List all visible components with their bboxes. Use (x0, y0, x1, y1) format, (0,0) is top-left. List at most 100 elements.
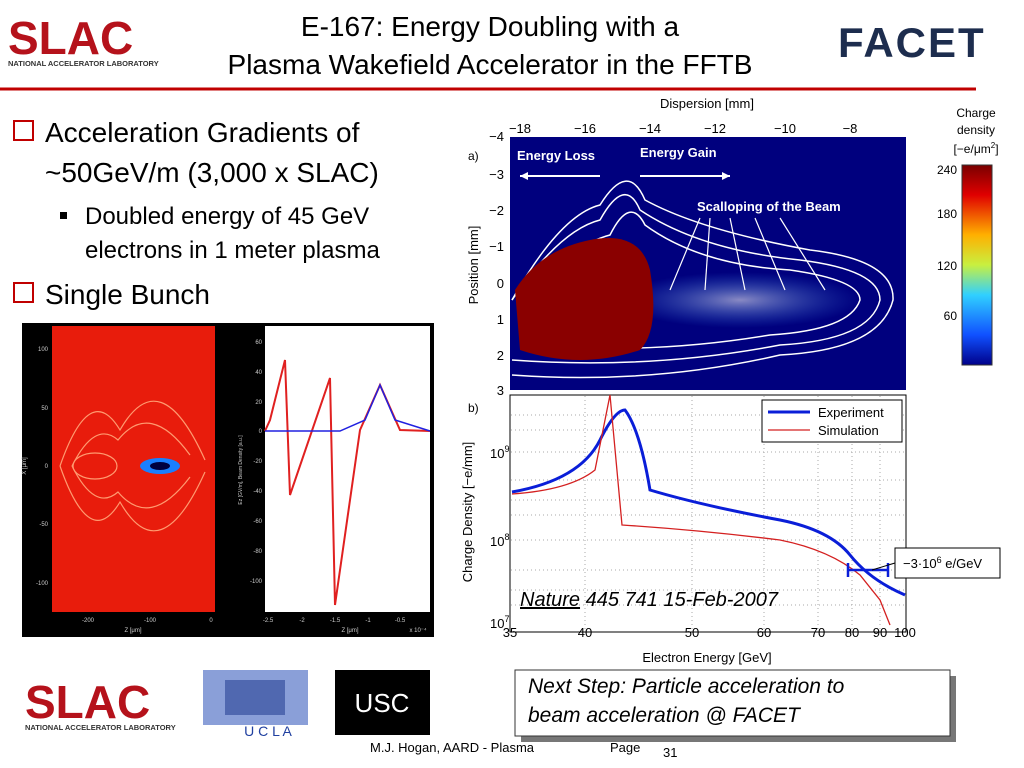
tick-base: 10 (490, 616, 504, 631)
logo-subtitle: NATIONAL ACCELERATOR LABORATORY (25, 723, 176, 732)
bullet-text: Acceleration Gradients of (45, 117, 360, 148)
tick-label: 70 (811, 625, 825, 640)
colorbar (961, 164, 993, 366)
tick-label: -100 (144, 618, 157, 624)
tick-label: −3 (489, 167, 504, 182)
tick-label: −1 (489, 239, 504, 254)
tick-label: -20 (253, 459, 262, 465)
unit: [−e/μm (953, 142, 990, 156)
next-step-box (514, 669, 951, 737)
logo-text: SLAC (25, 676, 150, 728)
slope-post: e/GeV (942, 556, 983, 571)
tick-label: -60 (253, 519, 262, 525)
tick-label: −16 (574, 121, 596, 136)
tick-label: −2 (489, 203, 504, 218)
legend (761, 399, 903, 443)
slope-exp: 6 (937, 555, 942, 565)
tick-label: 109 (490, 444, 509, 461)
panel-label: a) (468, 149, 479, 163)
tick-exp: 7 (504, 614, 509, 624)
next-step: Next Step: Particle acceleration to (528, 675, 845, 698)
axis-label: Ez [GV/m], Beam Density [a.u.] (238, 435, 244, 505)
tick-label: 60 (255, 340, 262, 346)
tick-label: 2 (497, 348, 504, 363)
panel-label: b) (468, 401, 479, 415)
tick-label: 100 (38, 347, 49, 353)
tick-label: 3 (497, 383, 504, 398)
tick-label: -50 (39, 522, 48, 528)
axis-scale: x 10⁻⁴ (409, 627, 427, 634)
tick-label: 1 (497, 312, 504, 327)
title: Plasma Wakefield Accelerator in the FFTB (228, 49, 753, 80)
tick-label: 240 (937, 163, 957, 177)
tick-label: 35 (503, 625, 517, 640)
axis-label: Electron Energy [GeV] (642, 650, 771, 665)
page-label: Page (610, 740, 640, 755)
tick-base: 10 (490, 534, 504, 549)
unit-sup: 2 (991, 141, 996, 150)
tick-label: 180 (937, 207, 957, 221)
contours (511, 180, 894, 379)
density-map (52, 326, 215, 612)
bunch-core (150, 462, 170, 470)
slope-pre: −3·10 (903, 556, 937, 571)
core (515, 238, 654, 360)
ucla-building (225, 680, 285, 715)
field-plot (265, 326, 430, 612)
tick-label: −12 (704, 121, 726, 136)
bullet-text: ~50GeV/m (3,000 x SLAC) (45, 157, 379, 188)
colorbar-unit: [−e/μm2] (953, 141, 998, 156)
axis-label: X [μm] (22, 457, 28, 475)
tick-label: 120 (937, 259, 957, 273)
tick-label: -80 (253, 549, 262, 555)
slope-box (894, 547, 1001, 579)
axis-label: Z [μm] (124, 628, 141, 634)
usc-text: USC (355, 688, 410, 718)
next-step: beam acceleration @ FACET (528, 704, 802, 727)
legend-entry: Simulation (818, 423, 879, 438)
tick-exp: 9 (504, 444, 509, 454)
tick-label: -1.5 (330, 618, 341, 624)
tick-label: −10 (774, 121, 796, 136)
logo-subtitle: NATIONAL ACCELERATOR LABORATORY (8, 59, 159, 68)
citation: Nature 445 741 15-Feb-2007 (520, 589, 779, 611)
tick-label: −18 (509, 121, 531, 136)
tick-label: 80 (845, 625, 859, 640)
tick-label: 40 (255, 370, 262, 376)
density-curve (265, 383, 431, 432)
bullet-box (13, 282, 34, 303)
journal: Nature (520, 589, 580, 611)
tick-label: 50 (41, 406, 48, 412)
simulation-curve (511, 394, 891, 626)
annotation: Energy Gain (640, 145, 717, 160)
annotation: Energy Loss (517, 148, 595, 163)
tick-label: −14 (639, 121, 661, 136)
tick-label: -1 (365, 618, 371, 624)
tick-label: -100 (36, 581, 49, 587)
tick-label: 60 (757, 625, 771, 640)
tick-label: 107 (490, 614, 509, 631)
slope-label: −3·106 e/GeV (903, 555, 982, 571)
legend-entry: Experiment (818, 405, 884, 420)
colorbar-title: density (957, 123, 995, 137)
tick-label: 20 (255, 400, 262, 406)
axis-label: Position [mm] (466, 226, 481, 305)
colorbar-title: Charge (956, 106, 996, 120)
axis-label: Dispersion [mm] (660, 96, 754, 111)
logo-text: SLAC (8, 12, 133, 64)
sub-bullet-text: Doubled energy of 45 GeV (85, 203, 369, 230)
tick-label: −8 (843, 121, 858, 136)
sub-bullet (60, 212, 67, 219)
citation-rest: 445 741 15-Feb-2007 (580, 589, 779, 611)
tick-exp: 8 (504, 532, 509, 542)
tick-label: 100 (894, 625, 916, 640)
tick-label: 108 (490, 532, 509, 549)
title: E-167: Energy Doubling with a (301, 11, 680, 42)
tick-label: 40 (578, 625, 592, 640)
unit-end: ] (995, 142, 998, 156)
tick-label: -40 (253, 489, 262, 495)
tick-label: -2 (299, 618, 305, 624)
tick-label: −4 (489, 129, 504, 144)
